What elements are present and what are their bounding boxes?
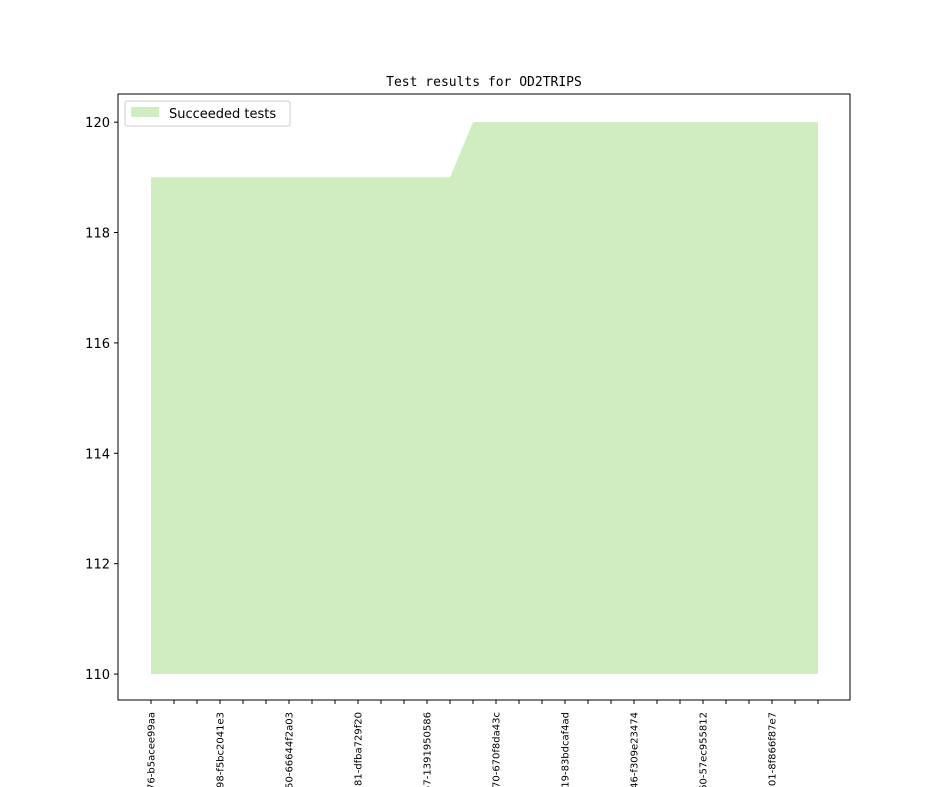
x-tick-label: 101-8f866f87e7 (768, 712, 779, 787)
x-tick-label: 70-670f8da43c (492, 712, 503, 787)
y-tick-label: 116 (85, 337, 110, 352)
x-tick-label: 50-66644f2a03 (285, 712, 296, 787)
x-tick-label: 46-f309e23474 (630, 712, 641, 787)
x-tick-label: 19-83bdcaf4ad (561, 712, 572, 787)
legend-frame (124, 100, 291, 127)
x-tick-label: 81-dfba729f20 (354, 712, 365, 786)
y-tick-label: 118 (85, 227, 110, 242)
legend: Succeeded tests (124, 100, 291, 127)
area (151, 122, 818, 675)
legend-label: Succeeded tests (169, 107, 276, 122)
y-tick-label: 114 (85, 447, 110, 462)
y-tick-label: 112 (85, 558, 110, 573)
plot-frame (117, 93, 851, 701)
x-tick-label: 57-1391950586 (423, 712, 434, 787)
x-tick-label: 76-b5acee99aa (147, 712, 158, 787)
legend-swatch (131, 107, 159, 117)
x-tick-label: 98-f5bc2041e3 (216, 712, 227, 787)
y-tick-label: 120 (85, 116, 110, 131)
y-tick-label: 110 (85, 668, 110, 683)
x-tick-label: 60-57ec955812 (699, 712, 710, 787)
chart-title: Test results for OD2TRIPS (386, 75, 582, 90)
